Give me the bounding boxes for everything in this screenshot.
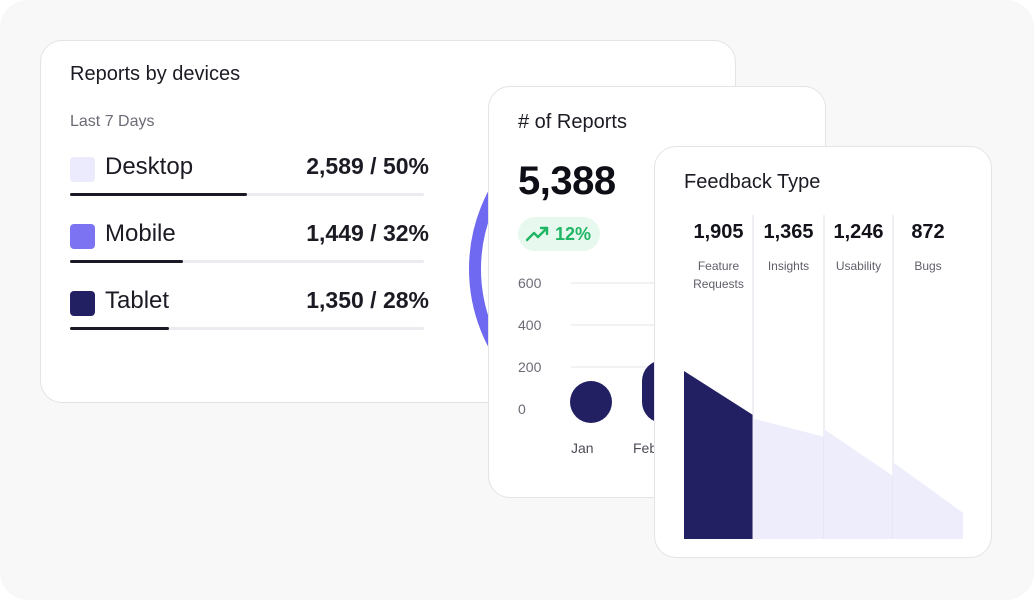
device-progress-fill: [70, 193, 247, 196]
device-progress-track: [70, 193, 424, 196]
area-segment-usability: [824, 429, 893, 539]
mobile-swatch: [70, 224, 95, 249]
x-tick-label: Jan: [571, 440, 594, 456]
feedback-value: 1,905: [693, 221, 744, 243]
feedback-value: 1,246: [833, 221, 884, 243]
bar-jan: [570, 381, 612, 423]
device-label: Mobile: [105, 220, 176, 247]
device-progress-fill: [70, 260, 184, 263]
card-title: Reports by devices: [70, 63, 241, 85]
feedback-value: 872: [911, 221, 945, 243]
desktop-swatch: [70, 157, 95, 182]
card-title: # of Reports: [518, 111, 627, 133]
feedback-category: Usability: [835, 259, 882, 273]
feedback-value: 1,365: [763, 221, 814, 243]
reports-total: 5,388: [518, 159, 616, 203]
feedback-area-chart: [684, 215, 963, 539]
device-row-desktop: Desktop 2,589 / 50%: [70, 145, 429, 201]
change-value: 12%: [555, 224, 592, 244]
card-subtitle: Last 7 Days: [70, 113, 155, 130]
device-progress-track: [70, 327, 424, 330]
feedback-category: Insights: [767, 259, 810, 273]
device-row-mobile: Mobile 1,449 / 32%: [70, 212, 429, 268]
device-value: 1,350 / 28%: [306, 287, 429, 313]
device-label: Tablet: [105, 287, 170, 314]
change-badge: 12%: [518, 217, 600, 251]
device-progress-track: [70, 260, 424, 263]
feedback-category: Bugs: [914, 259, 942, 273]
x-tick-label: Feb: [633, 440, 657, 456]
y-tick-label: 0: [518, 401, 526, 417]
card-title: Feedback Type: [684, 171, 821, 193]
device-value: 2,589 / 50%: [306, 153, 429, 179]
y-tick-label: 600: [518, 275, 542, 291]
device-value: 1,449 / 32%: [306, 220, 429, 246]
device-progress-fill: [70, 327, 170, 330]
y-tick-label: 200: [518, 359, 542, 375]
area-segment-bugs: [893, 462, 963, 539]
tablet-swatch: [70, 291, 95, 316]
device-label: Desktop: [105, 153, 194, 180]
feedback-type-card: Feedback Type 1,905 Feature Requests 1,365…: [654, 146, 992, 558]
y-tick-label: 400: [518, 317, 542, 333]
trend-up-icon: [526, 226, 549, 242]
area-segment-insights: [753, 418, 824, 539]
device-row-tablet: Tablet 1,350 / 28%: [70, 279, 429, 335]
area-segment-feature-requests: [684, 371, 753, 539]
feedback-category: Feature Requests: [693, 259, 744, 291]
